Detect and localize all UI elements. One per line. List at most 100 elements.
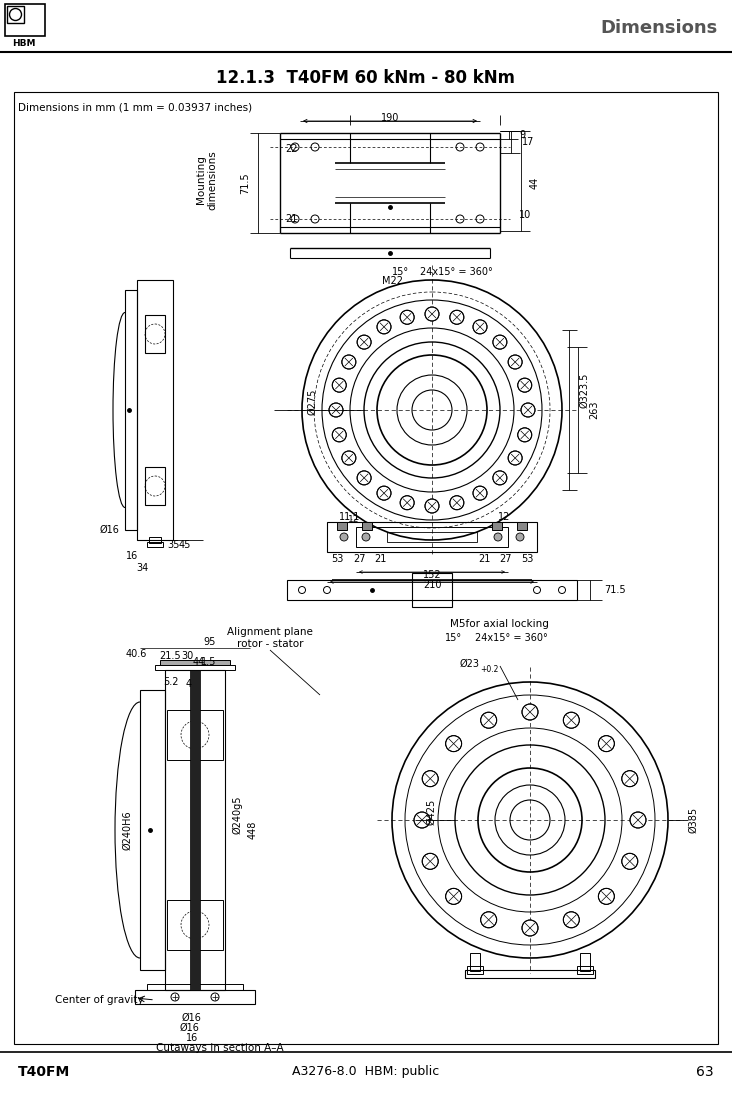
- Text: +0.2: +0.2: [480, 665, 498, 675]
- Text: Mounting
dimensions: Mounting dimensions: [196, 150, 218, 210]
- Circle shape: [564, 712, 579, 729]
- Text: Dimensions: Dimensions: [601, 19, 718, 37]
- Circle shape: [564, 911, 579, 928]
- Bar: [155, 665, 235, 670]
- Circle shape: [598, 888, 614, 905]
- Circle shape: [332, 379, 346, 392]
- Text: Ø240H6: Ø240H6: [122, 811, 132, 850]
- Circle shape: [508, 354, 522, 369]
- Text: 71.5: 71.5: [604, 585, 626, 595]
- Text: Ø23: Ø23: [460, 659, 480, 670]
- Circle shape: [357, 470, 371, 485]
- Text: 24x15° = 360°: 24x15° = 360°: [420, 267, 493, 277]
- Text: 263: 263: [589, 400, 599, 419]
- Circle shape: [400, 496, 414, 510]
- Circle shape: [400, 311, 414, 324]
- Bar: [356, 527, 508, 547]
- Text: 63: 63: [696, 1064, 714, 1079]
- Text: Ø16: Ø16: [180, 1023, 200, 1033]
- Circle shape: [630, 812, 646, 828]
- Text: 22: 22: [285, 144, 297, 154]
- Circle shape: [450, 311, 464, 324]
- Bar: [7, 5, 24, 23]
- Text: 448: 448: [248, 820, 258, 839]
- Text: 95: 95: [203, 637, 216, 647]
- Circle shape: [493, 470, 507, 485]
- Circle shape: [493, 335, 507, 349]
- Circle shape: [450, 496, 464, 510]
- Bar: [125, 290, 137, 529]
- Bar: [465, 970, 595, 978]
- Text: T40FM: T40FM: [18, 1064, 70, 1079]
- Bar: [137, 280, 173, 540]
- Circle shape: [329, 403, 343, 417]
- Text: HBM: HBM: [12, 39, 36, 48]
- Text: 21: 21: [374, 554, 386, 565]
- Circle shape: [342, 354, 356, 369]
- Text: 34: 34: [136, 563, 148, 573]
- Text: 190: 190: [381, 113, 399, 123]
- Text: Ø16: Ø16: [182, 1013, 202, 1023]
- Text: 12: 12: [348, 514, 359, 524]
- Text: 15°: 15°: [445, 633, 462, 643]
- Text: Ø240g5: Ø240g5: [232, 795, 242, 835]
- Text: 45: 45: [179, 540, 191, 550]
- Text: Ø385: Ø385: [688, 807, 698, 833]
- Text: Center of gravity: Center of gravity: [55, 996, 143, 1005]
- Bar: [135, 990, 255, 1004]
- Bar: [577, 966, 593, 974]
- Bar: [147, 984, 243, 990]
- Text: 15°: 15°: [392, 267, 409, 277]
- Bar: [580, 953, 590, 971]
- Bar: [467, 966, 483, 974]
- Circle shape: [473, 319, 487, 334]
- Text: Cutaways in section A–A: Cutaways in section A–A: [156, 1043, 284, 1054]
- Text: Dimensions in mm (1 mm = 0.03937 inches): Dimensions in mm (1 mm = 0.03937 inches): [18, 103, 252, 113]
- Text: Ø323.5: Ø323.5: [579, 372, 589, 408]
- Circle shape: [522, 705, 538, 720]
- Text: M5for axial locking: M5for axial locking: [450, 619, 549, 629]
- Text: 4: 4: [186, 679, 192, 689]
- Text: 27: 27: [353, 554, 365, 565]
- Text: Ø275: Ø275: [307, 388, 317, 416]
- Circle shape: [342, 451, 356, 465]
- Circle shape: [481, 712, 497, 729]
- Bar: [387, 532, 477, 542]
- Text: 12.1.3  T40FM 60 kNm - 80 kNm: 12.1.3 T40FM 60 kNm - 80 kNm: [217, 69, 515, 88]
- Circle shape: [516, 533, 524, 542]
- Text: 53: 53: [520, 554, 533, 565]
- Bar: [145, 315, 165, 353]
- Text: 71.5: 71.5: [240, 172, 250, 194]
- Circle shape: [518, 428, 531, 442]
- Text: 35: 35: [167, 540, 179, 550]
- Circle shape: [425, 499, 439, 513]
- Text: 40.6: 40.6: [126, 649, 147, 659]
- Text: rotor - stator: rotor - stator: [236, 639, 303, 649]
- Text: 44: 44: [530, 177, 540, 189]
- Circle shape: [362, 533, 370, 542]
- Text: M22: M22: [382, 276, 403, 286]
- Text: Ø425: Ø425: [426, 799, 436, 825]
- Text: 24x15° = 360°: 24x15° = 360°: [475, 633, 548, 643]
- Text: 11.1: 11.1: [340, 512, 361, 522]
- Bar: [362, 522, 372, 529]
- Circle shape: [422, 853, 438, 870]
- Text: 27: 27: [498, 554, 511, 565]
- Text: 1.5: 1.5: [201, 657, 217, 667]
- Circle shape: [357, 335, 371, 349]
- Bar: [327, 522, 537, 552]
- Circle shape: [522, 920, 538, 936]
- Bar: [149, 537, 161, 543]
- Circle shape: [414, 812, 430, 828]
- Text: 12: 12: [498, 512, 510, 522]
- Text: 16: 16: [186, 1033, 198, 1043]
- Circle shape: [340, 533, 348, 542]
- Bar: [492, 522, 502, 529]
- Text: 5.2: 5.2: [163, 677, 179, 687]
- Circle shape: [377, 486, 391, 500]
- Text: 17: 17: [522, 137, 534, 147]
- Bar: [5, 4, 45, 36]
- Bar: [470, 953, 480, 971]
- Circle shape: [377, 319, 391, 334]
- Text: 30: 30: [181, 651, 193, 661]
